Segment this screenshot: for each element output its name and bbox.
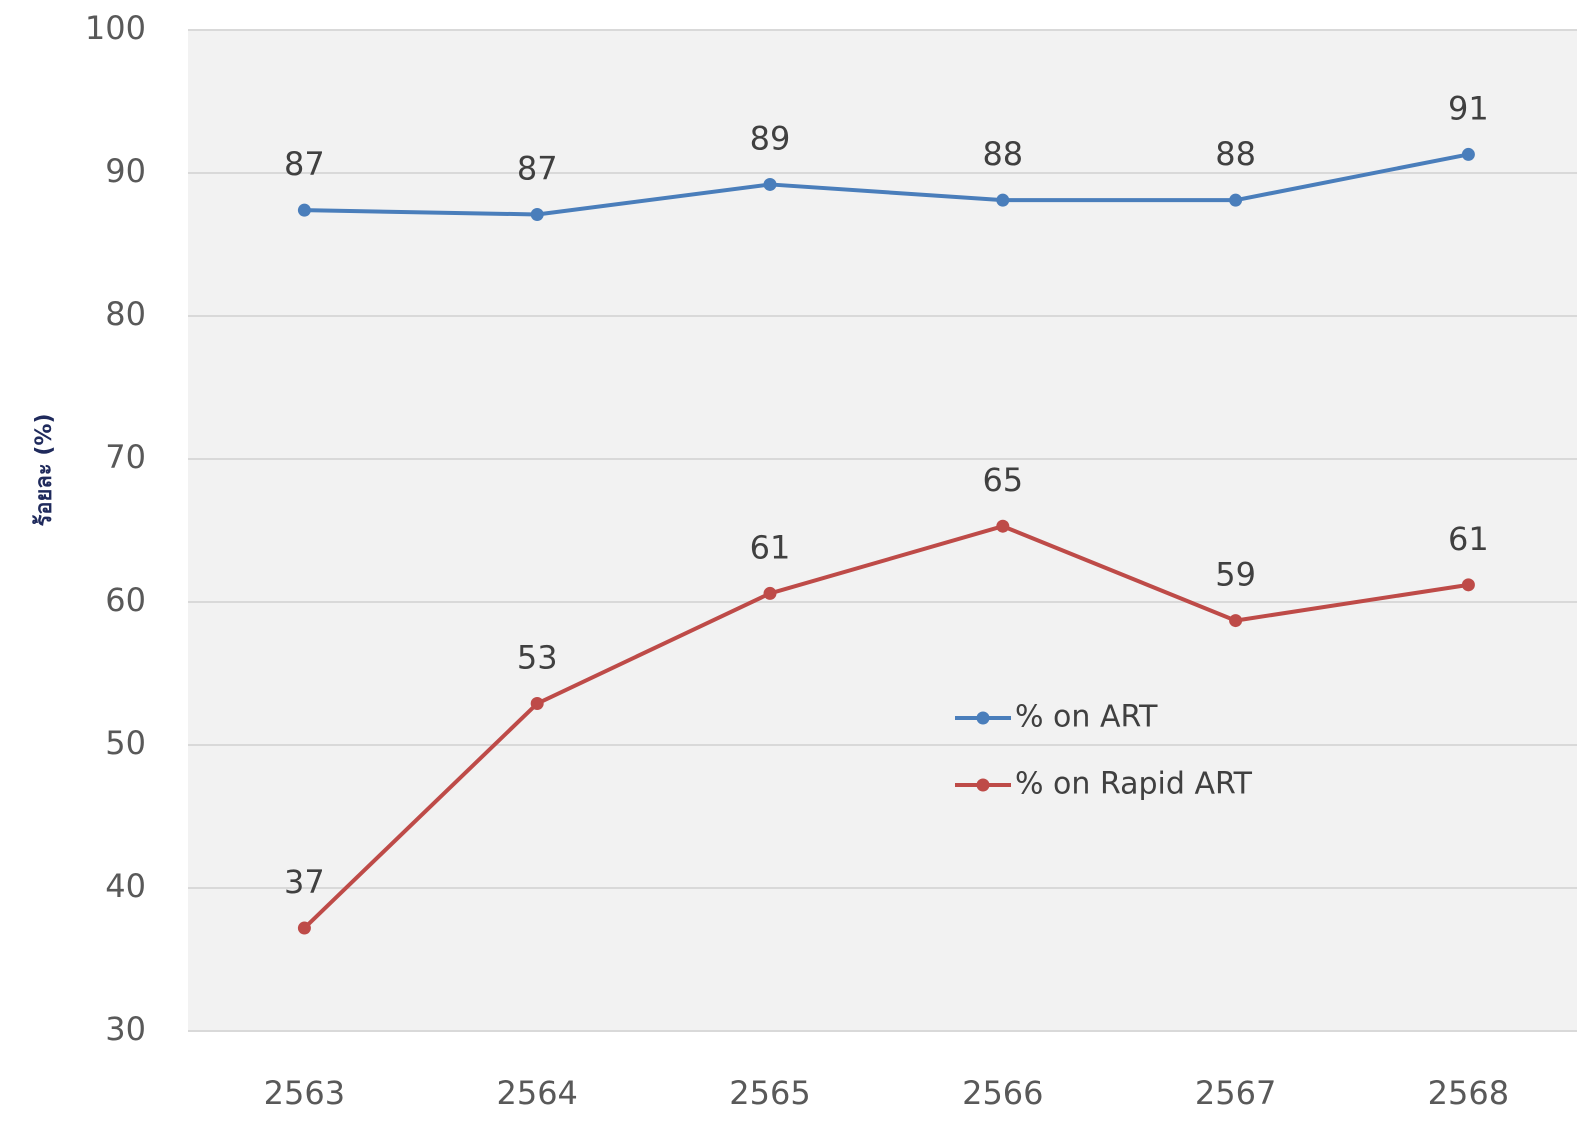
data-label: 65 [982,461,1023,499]
y-tick-label: 30 [105,1010,146,1048]
data-label: 87 [284,145,325,183]
x-tick-label: 2566 [962,1074,1043,1112]
point [1461,147,1475,161]
data-label: 89 [750,119,791,157]
point [996,519,1010,533]
data-label: 61 [750,528,791,566]
data-label: 59 [1215,556,1256,594]
point [297,921,311,935]
legend-marker [976,711,990,725]
legend-text: % on ART [1015,700,1158,735]
point [996,193,1010,207]
y-tick-label: 80 [105,295,146,333]
data-label: 88 [982,135,1023,173]
data-label: 37 [284,863,325,901]
point [1229,614,1243,628]
legend-text: % on Rapid ART [1015,767,1253,802]
point [763,586,777,600]
y-tick-label: 90 [105,152,146,190]
y-tick-label: 100 [85,9,146,47]
x-tick-label: 2568 [1428,1074,1509,1112]
point [1229,193,1243,207]
series-line [303,524,1469,930]
x-tick-label: 2565 [729,1074,810,1112]
data-label: 87 [517,149,558,187]
point [530,697,544,711]
point [297,203,311,217]
x-tick-label: 2567 [1195,1074,1276,1112]
y-tick-label: 70 [105,438,146,476]
y-axis-title: ร้อยละ (%) [32,413,57,526]
data-label: 61 [1448,520,1489,558]
point [1461,578,1475,592]
data-label: 91 [1448,89,1489,127]
x-tick-label: 2563 [264,1074,345,1112]
legend-marker [976,778,990,792]
y-tick-label: 40 [105,867,146,905]
point [530,207,544,221]
series-line [304,152,1469,217]
y-tick-label: 50 [105,724,146,762]
y-tick-label: 60 [105,581,146,619]
plot-area [188,30,1577,1031]
data-label: 53 [517,639,558,677]
x-tick-label: 2564 [496,1074,577,1112]
data-label: 88 [1215,135,1256,173]
point [763,177,777,191]
